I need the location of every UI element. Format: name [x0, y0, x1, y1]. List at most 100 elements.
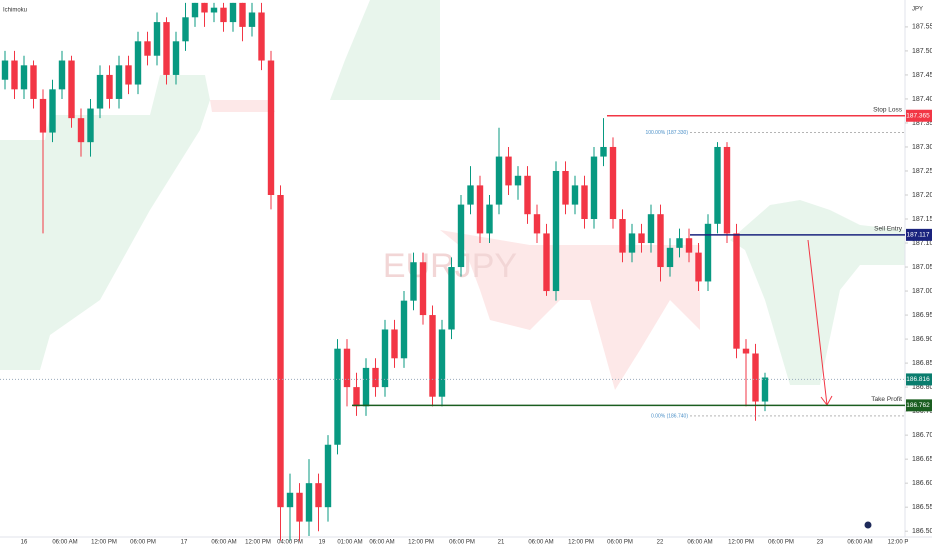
candle-body — [685, 238, 693, 253]
y-tick-label: 186.500 — [912, 528, 932, 535]
y-tick-label: 187.300 — [912, 144, 932, 151]
x-tick-label: 16 — [21, 540, 28, 546]
candle-body — [400, 300, 408, 359]
candle-body — [391, 329, 398, 359]
x-tick-label: 04:00 PM — [277, 540, 303, 546]
y-tick-label: 186.600 — [912, 480, 932, 487]
candle-body — [552, 170, 560, 292]
candle-body — [638, 233, 645, 244]
candle-body — [438, 329, 446, 397]
level-price: 186.762 — [906, 402, 930, 409]
y-tick-label: 187.400 — [912, 96, 932, 103]
x-tick-label: 12:00 PM — [568, 540, 594, 546]
candle-body — [609, 146, 617, 220]
candle-body — [239, 2, 246, 27]
candle-body — [201, 2, 208, 13]
candle-body — [676, 238, 683, 248]
candle-body — [657, 214, 664, 268]
level-name: Sell Entry — [874, 226, 903, 233]
candle-body — [410, 262, 417, 301]
y-tick-label: 187.450 — [912, 72, 932, 79]
level-tag — [906, 109, 932, 122]
candle-body — [581, 185, 588, 220]
candle-body — [210, 7, 218, 13]
y-tick-label: 186.850 — [912, 360, 932, 367]
candle-body — [752, 353, 759, 402]
candle-body — [191, 2, 199, 18]
candle-body — [343, 348, 351, 388]
candle-body — [742, 348, 750, 354]
candle-body — [590, 156, 598, 220]
y-tick-label: 187.250 — [912, 168, 932, 175]
x-tick-label: 22 — [657, 540, 664, 546]
x-tick-label: 17 — [181, 540, 188, 546]
x-tick-label: 23 — [817, 540, 824, 546]
candle-body — [286, 492, 294, 508]
candle-body — [476, 185, 484, 234]
y-tick-label: 187.500 — [912, 48, 932, 55]
x-tick-label: 06:00 PM — [130, 540, 156, 546]
candle-body — [353, 387, 360, 407]
x-tick-label: 06:00 AM — [52, 540, 77, 546]
candle-body — [647, 214, 655, 244]
candle-body — [248, 12, 256, 27]
fib-label: 100.00% (187.330) — [645, 130, 688, 136]
candle-body — [372, 367, 379, 388]
x-tick-label: 12:00 P — [888, 540, 909, 546]
y-tick-label: 186.900 — [912, 336, 932, 343]
candle-body — [761, 377, 769, 402]
candle-body — [723, 146, 731, 234]
candle-body — [524, 175, 531, 215]
candle-body — [324, 444, 332, 508]
settings-dot[interactable] — [864, 521, 872, 529]
candle-body — [562, 170, 569, 205]
candle-body — [20, 65, 28, 90]
y-tick-label: 186.650 — [912, 456, 932, 463]
indicator-label: Ichimoku — [3, 8, 27, 14]
x-tick-label: 06:00 AM — [528, 540, 553, 546]
candle-body — [457, 204, 465, 268]
current-price-tag — [906, 373, 932, 386]
x-tick-label: 01:00 AM — [337, 540, 362, 546]
y-tick-label: 186.750 — [912, 408, 932, 415]
candles — [1, 2, 769, 541]
candle-body — [39, 98, 47, 133]
candle-body — [305, 483, 313, 522]
level-name: Stop Loss — [873, 106, 903, 113]
y-tick-label: 187.050 — [912, 264, 932, 271]
candle-body — [106, 74, 113, 99]
level-name: Take Profit — [871, 396, 902, 403]
candle-body — [1, 60, 9, 80]
candle-body — [533, 214, 541, 234]
current-price-label: 186.816 — [906, 376, 930, 383]
y-tick-label: 186.550 — [912, 504, 932, 511]
candle-body — [486, 204, 493, 234]
level-price: 187.365 — [906, 112, 930, 119]
y-tick-label: 187.000 — [912, 288, 932, 295]
fib-label: 0.00% (186.740) — [651, 413, 688, 419]
y-tick-label: 187.350 — [912, 120, 932, 127]
candle-body — [666, 247, 674, 268]
candle-body — [381, 329, 389, 388]
candle-body — [11, 60, 18, 90]
candle-body — [619, 219, 626, 253]
candle-body — [334, 348, 341, 445]
candle-body — [714, 146, 721, 224]
candle-body — [229, 2, 237, 23]
candle-body — [125, 65, 132, 85]
candle-body — [68, 60, 75, 119]
x-tick-label: 06:00 AM — [847, 540, 872, 546]
candle-body — [49, 89, 56, 133]
x-tick-label: 12:00 PM — [408, 540, 434, 546]
candle-body — [419, 262, 427, 316]
candle-body — [505, 156, 512, 186]
currency-label: JPY — [912, 7, 923, 13]
candle-body — [467, 185, 474, 205]
candle-body — [30, 65, 37, 99]
candle-body — [87, 108, 94, 143]
x-tick-label: 21 — [498, 540, 505, 546]
candle-body — [495, 156, 503, 205]
candle-body — [182, 17, 189, 42]
x-tick-label: 06:00 AM — [369, 540, 394, 546]
